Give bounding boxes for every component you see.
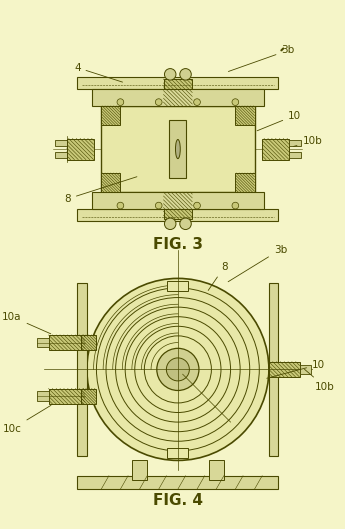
Circle shape — [194, 99, 200, 105]
Circle shape — [87, 278, 269, 460]
Bar — [67, 139, 93, 160]
Circle shape — [180, 69, 191, 80]
Bar — [269, 283, 278, 455]
Bar — [164, 192, 192, 219]
Bar — [49, 335, 85, 350]
Bar — [101, 106, 255, 192]
Circle shape — [157, 348, 199, 390]
Circle shape — [155, 202, 162, 209]
Bar — [235, 106, 255, 125]
Bar — [37, 338, 49, 348]
Circle shape — [155, 99, 162, 105]
Text: 8: 8 — [65, 177, 137, 204]
Text: 10c: 10c — [3, 405, 51, 434]
Bar — [167, 448, 188, 458]
Bar — [77, 77, 278, 89]
Bar — [92, 192, 264, 209]
Bar — [101, 173, 120, 192]
Bar — [55, 152, 67, 158]
Bar — [289, 140, 300, 146]
Text: 10: 10 — [267, 360, 325, 378]
Bar — [77, 283, 87, 455]
Bar — [164, 79, 192, 106]
Bar — [55, 140, 67, 146]
Circle shape — [232, 202, 239, 209]
Circle shape — [117, 202, 124, 209]
Bar — [269, 362, 299, 377]
Bar — [167, 281, 188, 291]
Bar — [77, 476, 278, 489]
Bar — [208, 460, 224, 480]
Bar — [235, 173, 255, 192]
Bar — [49, 389, 85, 404]
Bar — [101, 106, 120, 125]
Bar — [81, 335, 97, 350]
Text: 3b: 3b — [228, 244, 287, 282]
Bar — [289, 152, 300, 158]
Bar — [262, 139, 289, 160]
Bar — [81, 389, 97, 404]
Text: FIG. 4: FIG. 4 — [153, 493, 203, 508]
Bar — [77, 209, 278, 221]
Ellipse shape — [176, 140, 180, 159]
Circle shape — [165, 69, 176, 80]
Circle shape — [117, 99, 124, 105]
Text: 10: 10 — [257, 111, 301, 131]
Text: 3b: 3b — [228, 45, 295, 71]
Bar — [299, 364, 311, 374]
Circle shape — [166, 358, 189, 381]
Text: 10b: 10b — [294, 136, 322, 147]
Text: 10b: 10b — [305, 369, 335, 391]
Text: 4: 4 — [74, 62, 122, 82]
Circle shape — [165, 218, 176, 230]
Circle shape — [194, 202, 200, 209]
Text: 10a: 10a — [2, 312, 51, 334]
Bar — [92, 89, 264, 106]
Text: 8: 8 — [208, 262, 228, 290]
Bar — [132, 460, 147, 480]
Text: FIG. 3: FIG. 3 — [153, 238, 203, 252]
Circle shape — [232, 99, 239, 105]
Bar — [169, 120, 187, 178]
Bar — [37, 391, 49, 401]
Circle shape — [180, 218, 191, 230]
